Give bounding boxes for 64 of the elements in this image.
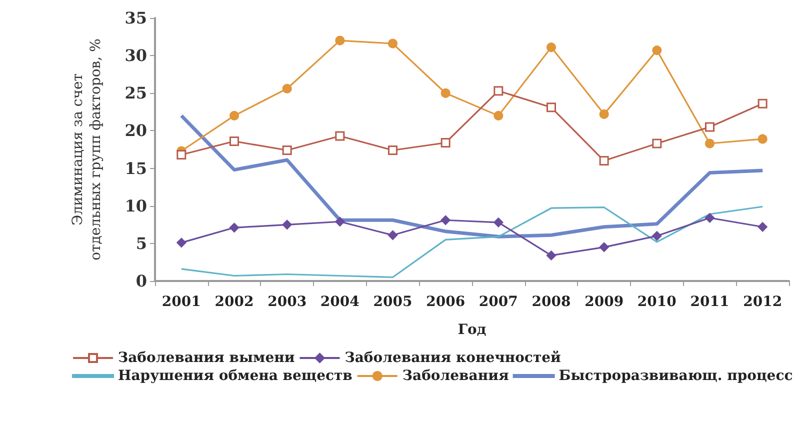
legend-label: Заболевания конечностей [344,350,561,366]
point [440,215,450,225]
point [176,238,186,248]
point [758,98,768,108]
y-tick-label: 35 [124,8,147,28]
x-tick-label: 2012 [743,294,782,310]
point [176,150,186,160]
x-tick-label: 2007 [478,294,518,310]
legend-label: Заболевания [402,368,509,384]
point [440,88,450,98]
x-tick-label: 2008 [532,294,571,310]
y-tick-label: 20 [124,121,147,140]
x-tick-label: 2005 [373,294,412,310]
x-tick-label: 2002 [214,294,254,310]
point [494,86,504,96]
point [388,230,398,240]
point [705,138,714,148]
x-tick-label: 2011 [690,294,730,310]
y-tick-label: 15 [124,158,147,178]
x-axis-title: Год [458,322,486,338]
point [388,38,398,48]
y-tick-label: 5 [136,234,147,253]
point [494,110,504,120]
point [388,146,398,155]
legend-label: Заболевания вымени [118,350,295,366]
y-tick-label: 0 [136,272,147,290]
point [758,134,768,144]
point [230,136,239,146]
point [230,222,239,232]
point [440,138,450,148]
point [599,109,609,119]
point [652,138,662,148]
x-tick-label: 2001 [162,294,201,310]
y-tick-label: 30 [124,46,147,66]
x-tick-label: 2010 [637,294,677,310]
point [546,102,556,112]
point [599,242,609,252]
point [494,218,504,228]
point [230,110,239,120]
point [335,131,345,141]
point [335,36,345,46]
x-tick-label: 2009 [584,294,624,310]
point [705,213,714,223]
y-axis-title: Элиминация за счет отдельных групп факторов, % [70,38,104,260]
point [652,231,662,241]
point [705,122,714,132]
legend-label: Быстроразвивающ. процесс [558,368,793,384]
point [282,220,292,230]
x-tick-label: 2006 [426,294,466,310]
legend-label: Нарушения обмена веществ [118,368,353,384]
point [282,146,292,155]
line-series [180,114,764,238]
x-tick-label: 2003 [268,294,307,310]
point [652,46,662,56]
point [282,84,292,94]
point [546,250,556,260]
point [599,156,609,166]
y-tick-label: 10 [124,196,147,216]
y-tick-label: 25 [124,84,147,103]
line-series [180,206,764,278]
point [546,42,556,52]
x-tick-label: 2004 [320,294,360,310]
point [335,216,345,226]
point [758,222,768,232]
